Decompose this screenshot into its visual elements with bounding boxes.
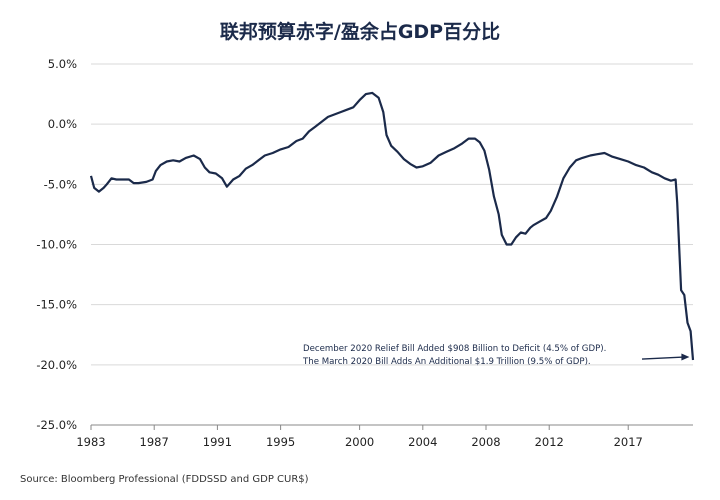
- x-tick-label: 2017: [614, 435, 643, 449]
- x-tick-label: 1991: [203, 435, 232, 449]
- x-tick-label: 1983: [76, 435, 105, 449]
- annotation-arrow: [641, 356, 684, 360]
- gridlines: [91, 63, 693, 366]
- x-tick-label: 2012: [535, 435, 564, 449]
- y-tick-label: -20.0%: [36, 358, 77, 372]
- y-tick-label: -5.0%: [44, 177, 77, 191]
- y-tick-label: -15.0%: [36, 298, 77, 312]
- annotation-arrowhead: [681, 353, 690, 361]
- x-tick-label: 1995: [266, 435, 295, 449]
- y-tick-label: -25.0%: [36, 418, 77, 432]
- x-axis-ticks: 1983 1987 1991 1995 2000 2004 2008 2012 2017: [76, 425, 643, 449]
- x-tick-label: 2000: [345, 435, 374, 449]
- y-tick-label: 0.0%: [48, 117, 77, 131]
- annotation-line-2: The March 2020 Bill Adds An Additional $…: [302, 357, 591, 367]
- y-axis-tick-labels: 5.0% 0.0% -5.0% -10.0% -15.0% -20.0% -25.0%: [36, 57, 77, 432]
- x-tick-label: 2008: [471, 435, 500, 449]
- x-tick-label: 2004: [408, 435, 437, 449]
- y-tick-label: 5.0%: [48, 57, 77, 71]
- series-line: [89, 91, 695, 361]
- y-tick-label: -10.0%: [36, 238, 77, 252]
- source-note: Source: Bloomberg Professional (FDDSSD a…: [20, 474, 309, 485]
- annotation-line-1: December 2020 Relief Bill Added $908 Bil…: [303, 344, 606, 354]
- chart-title: 联邦预算赤字/盈余占GDP百分比: [220, 20, 500, 43]
- x-tick-label: 1987: [140, 435, 169, 449]
